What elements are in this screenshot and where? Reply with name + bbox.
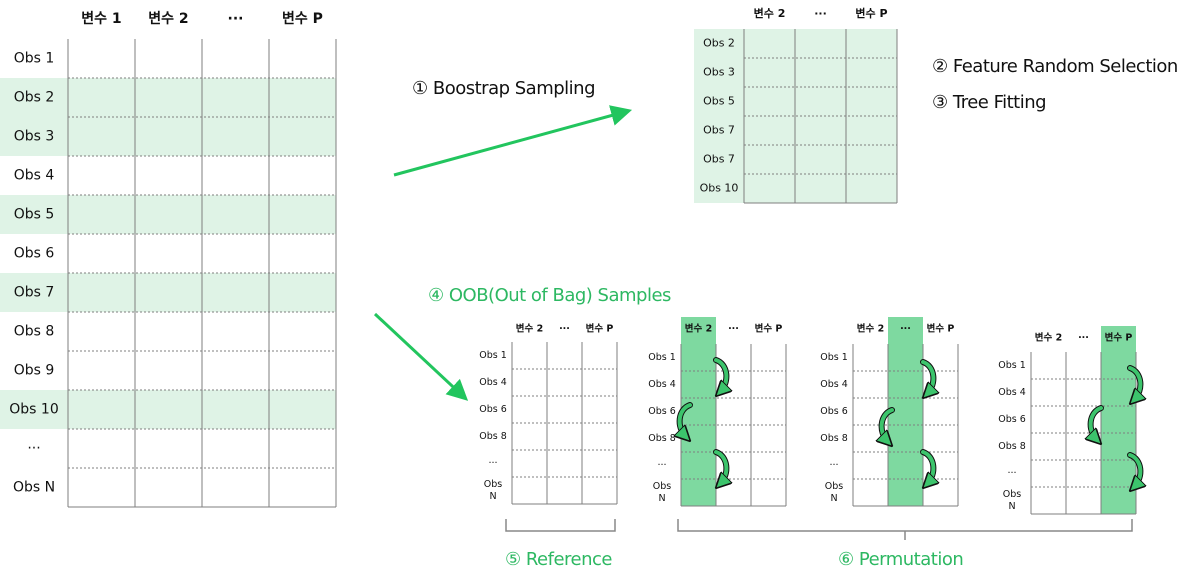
main-row-highlight: [0, 195, 336, 234]
oob-header: 변수 P: [586, 323, 614, 335]
oob-row-label: ···: [829, 460, 838, 471]
main-header: ···: [228, 11, 244, 27]
oob-header: ···: [1078, 333, 1089, 344]
oob-row-label: Obs 8: [998, 441, 1026, 452]
permutation-curl-arrow: [1091, 406, 1103, 440]
oob-row-label: Obs 6: [648, 406, 676, 417]
bootstrap-row-label: Obs 5: [703, 95, 735, 108]
reference-brace: [505, 519, 616, 532]
permutation-brace: [677, 519, 1133, 532]
permutation-curl-arrow: [921, 360, 933, 394]
oob-row-label: N: [658, 493, 665, 504]
oob-row-label: Obs 8: [479, 431, 507, 442]
oob-row-label: Obs 4: [820, 379, 848, 390]
oob-row-label: N: [489, 491, 496, 502]
permutation-curls: [680, 357, 1141, 487]
oob-row-label: Obs 6: [820, 406, 848, 417]
oob-header: ···: [900, 324, 911, 335]
oob-row-label: Obs 8: [648, 433, 676, 444]
main-table: 변수 1 변수 2 ··· 변수 P Obs 1 Obs 2 Obs 3 Obs 4 Obs 5…: [0, 11, 337, 508]
main-row-label: Obs 4: [14, 168, 55, 184]
bootstrap-header: ···: [814, 7, 827, 20]
bootstrap-row-label: Obs 3: [703, 66, 735, 79]
oob-row-label: Obs: [653, 481, 672, 492]
oob-row-label: N: [830, 493, 837, 504]
permutation-curl-arrow: [882, 408, 894, 442]
main-row-label: Obs 6: [14, 246, 55, 262]
oob-row-label: ···: [488, 458, 497, 469]
step-oob-samples: ④ OOB(Out of Bag) Samples: [428, 285, 671, 306]
main-row-label: Obs 3: [14, 129, 55, 145]
bootstrap-header: 변수 2: [754, 6, 786, 20]
oob-row-label: Obs 4: [998, 387, 1026, 398]
bootstrap-row-label: Obs 7: [703, 124, 735, 137]
main-row-label: ···: [27, 441, 40, 457]
step-reference: ⑤ Reference: [505, 549, 613, 570]
main-row-highlight: [0, 273, 336, 312]
bootstrap-header: 변수 P: [855, 6, 887, 20]
main-row-label: Obs 1: [14, 51, 55, 67]
oob-row-label: Obs 6: [479, 404, 507, 415]
permutation-curl-arrow: [1128, 366, 1140, 400]
oob-header: ···: [728, 324, 739, 335]
main-header: 변수 2: [148, 11, 188, 27]
step-tree-fitting: ③ Tree Fitting: [932, 92, 1047, 113]
oob-row-label: Obs 1: [998, 360, 1026, 371]
permutation-curl-arrow: [680, 403, 692, 437]
main-row-label: Obs 5: [14, 207, 55, 223]
bootstrap-row-label: Obs 10: [700, 182, 739, 195]
main-row-label: Obs 2: [14, 90, 55, 106]
oob-header: 변수 2: [685, 323, 712, 335]
oob-row-label: Obs 6: [998, 414, 1026, 425]
oob-row-label: ···: [657, 460, 666, 471]
oob-row-label: Obs 4: [648, 379, 676, 390]
step-bootstrap-sampling: ① Boostrap Sampling: [412, 78, 596, 99]
oob-header: 변수 2: [857, 323, 884, 335]
oob-col-highlight: [681, 317, 716, 506]
bootstrap-row-label: Obs 2: [703, 37, 735, 50]
oob-row-label: Obs 1: [820, 352, 848, 363]
main-row-label: Obs 7: [14, 285, 55, 301]
main-header: 변수 1: [81, 11, 121, 27]
step-permutation: ⑥ Permutation: [838, 549, 964, 570]
oob-row-label: Obs 8: [820, 433, 848, 444]
permutation-curl-arrow: [714, 450, 726, 484]
oob-col-highlight: [1101, 326, 1136, 514]
oob-arrow: [373, 312, 469, 401]
permutation-curl-arrow: [921, 450, 933, 484]
oob-header: ···: [559, 324, 570, 335]
permutation-curl-arrow: [714, 358, 726, 392]
oob-header: 변수 P: [1105, 332, 1133, 344]
main-header: 변수 P: [282, 11, 323, 27]
oob-header: 변수 P: [927, 323, 955, 335]
oob-header: 변수 2: [516, 323, 543, 335]
main-row-highlight: [0, 390, 336, 429]
oob-header: 변수 P: [755, 323, 783, 335]
bootstrap-arrow: [393, 105, 633, 177]
step-feature-random-selection: ② Feature Random Selection: [932, 56, 1178, 77]
oob-row-label: Obs: [1003, 489, 1022, 500]
main-row-highlight: [0, 117, 336, 156]
permutation-curl-arrow: [1128, 453, 1140, 487]
oob-row-label: N: [1008, 501, 1015, 512]
main-row-label: Obs N: [13, 480, 55, 496]
oob-row-label: Obs: [484, 479, 503, 490]
main-row-highlight: [0, 78, 336, 117]
bootstrap-table: 변수 2 ··· 변수 P Obs 2 Obs 3 Obs 5 Obs 7 Obs 7 Obs …: [694, 6, 898, 204]
oob-row-label: ···: [1007, 468, 1016, 479]
main-row-label: Obs 10: [9, 402, 58, 418]
oob-row-label: Obs 4: [479, 377, 507, 388]
oob-row-label: Obs 1: [648, 352, 676, 363]
oob-row-label: Obs 1: [479, 350, 507, 361]
main-row-label: Obs 8: [14, 324, 55, 340]
oob-header: 변수 2: [1035, 332, 1062, 344]
oob-row-label: Obs: [825, 481, 844, 492]
main-row-label: Obs 9: [14, 363, 55, 379]
bootstrap-row-label: Obs 7: [703, 153, 735, 166]
